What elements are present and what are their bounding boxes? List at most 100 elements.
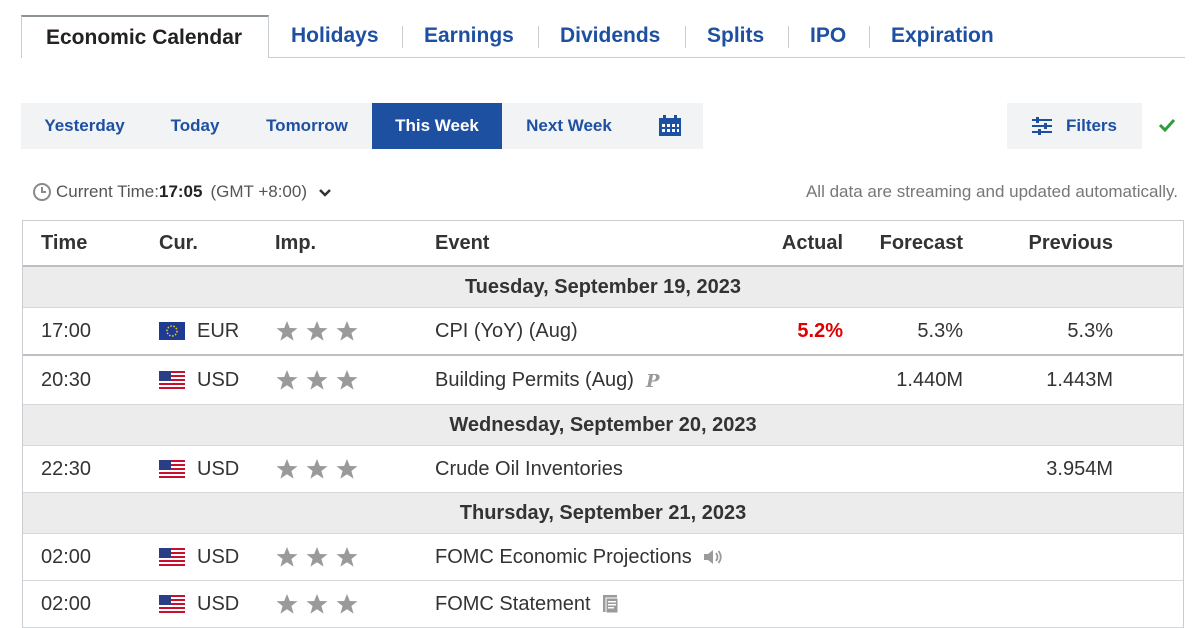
event-currency: USD [159,534,239,580]
period-yesterday-button[interactable]: Yesterday [44,116,125,135]
importance-stars [275,446,359,492]
calendar-picker-button[interactable] [636,103,703,149]
importance-star-icon [306,321,328,341]
event-name[interactable]: FOMC Statement [435,581,621,627]
period-next-week-button[interactable]: Next Week [526,116,612,135]
header-currency: Cur. [159,232,198,254]
us-flag-icon [159,460,185,478]
event-time: 22:30 [41,458,92,480]
current-time-value: 17:05 [158,182,203,201]
importance-stars [275,534,359,580]
importance-star-icon [306,370,328,390]
importance-star-icon [336,459,358,479]
currency-code: USD [197,369,240,391]
importance-star-icon [336,594,358,614]
clock-icon [33,183,51,201]
speaker-icon [702,548,724,566]
currency-code: USD [197,546,240,568]
tab-dividends[interactable]: Dividends [538,15,685,57]
event-time: 02:00 [41,593,92,615]
currency-code: USD [197,458,240,480]
current-time-label: Current Time: [56,182,159,201]
importance-star-icon [336,370,358,390]
event-currency: EUR [159,308,239,354]
day-header-row: Thursday, September 21, 2023 [23,493,1183,534]
event-name[interactable]: Building Permits (Aug) P [435,356,660,404]
current-time: Current Time: 17:05 (GMT +8:00) [32,180,331,204]
header-event: Event [435,232,490,254]
tab-earnings[interactable]: Earnings [402,15,538,57]
header-actual: Actual [781,232,843,254]
event-row[interactable]: 20:30 USD Building Permits (Aug) P 1.440M 1.4… [23,356,1183,405]
importance-star-icon [306,547,328,567]
us-flag-icon [159,548,185,566]
event-name-text: FOMC Economic Projections [435,546,692,568]
day-header-row: Wednesday, September 20, 2023 [23,405,1183,446]
chevron-down-icon[interactable] [319,187,331,197]
table-header: Time Cur. Imp. Event Actual Forecast Pre… [23,221,1183,267]
event-time: 02:00 [41,546,92,568]
importance-stars [275,308,359,354]
economic-calendar-table: Time Cur. Imp. Event Actual Forecast Pre… [22,220,1184,628]
period-tomorrow-button[interactable]: Tomorrow [266,116,348,135]
importance-star-icon [276,547,298,567]
event-name-text: Building Permits (Aug) [435,369,634,391]
event-name[interactable]: CPI (YoY) (Aug) [435,308,578,354]
event-currency: USD [159,446,239,492]
event-previous: 5.3% [1067,320,1113,342]
importance-star-icon [276,459,298,479]
currency-code: USD [197,593,240,615]
tab-expiration[interactable]: Expiration [869,15,1019,57]
tab-economic-calendar[interactable]: Economic Calendar [21,15,269,58]
event-name[interactable]: FOMC Economic Projections [435,534,724,580]
filters-button[interactable]: Filters [1007,103,1142,149]
event-row[interactable]: 22:30 USD Crude Oil Inventories 3.954M [23,446,1183,493]
event-name-text: CPI (YoY) (Aug) [435,320,578,342]
us-flag-icon [159,371,185,389]
event-row[interactable]: 02:00 USD FOMC Economic Projections [23,534,1183,581]
event-name[interactable]: Crude Oil Inventories [435,446,623,492]
period-selector: Yesterday Today Tomorrow This Week Next … [21,103,703,149]
header-forecast: Forecast [879,232,963,254]
event-previous: 3.954M [1046,458,1113,480]
preliminary-p-icon: P [644,371,660,392]
calendar-tabs: Economic Calendar Holidays Earnings Divi… [21,15,1185,58]
day-header-row: Tuesday, September 19, 2023 [23,267,1183,308]
importance-stars [275,356,359,404]
importance-star-icon [276,370,298,390]
tab-splits[interactable]: Splits [685,15,788,57]
importance-star-icon [276,594,298,614]
tab-ipo[interactable]: IPO [788,15,869,57]
header-importance: Imp. [275,232,317,254]
svg-text:P: P [645,371,660,389]
header-previous: Previous [1028,232,1113,254]
event-time: 20:30 [41,369,92,391]
event-forecast: 1.440M [896,369,963,391]
currency-code: EUR [197,320,240,342]
importance-star-icon [276,321,298,341]
header-time: Time [41,232,88,254]
event-row[interactable]: 17:00 EUR CPI (YoY) (Aug) 5.2% 5.3% 5.3% [23,308,1183,356]
filter-sliders-icon [1031,117,1052,135]
importance-star-icon [336,547,358,567]
streaming-note: All data are streaming and updated autom… [805,182,1178,201]
period-this-week-button[interactable]: This Week [372,103,502,149]
event-name-text: Crude Oil Inventories [435,458,623,480]
period-today-button[interactable]: Today [170,116,220,135]
event-forecast: 5.3% [917,320,963,342]
importance-star-icon [306,594,328,614]
event-currency: USD [159,356,239,404]
timezone-label[interactable]: (GMT +8:00) [210,182,307,201]
importance-star-icon [336,321,358,341]
check-icon [1158,118,1176,133]
event-name-text: FOMC Statement [435,593,591,615]
eu-flag-icon [159,322,185,340]
tab-holidays[interactable]: Holidays [291,24,379,47]
importance-star-icon [306,459,328,479]
event-row[interactable]: 02:00 USD FOMC Statement [23,581,1183,628]
document-icon [601,594,621,614]
table-body: Tuesday, September 19, 2023 17:00 EUR CPI (… [23,267,1183,628]
event-currency: USD [159,581,239,627]
calendar-icon [658,115,681,136]
event-actual: 5.2% [797,320,843,342]
